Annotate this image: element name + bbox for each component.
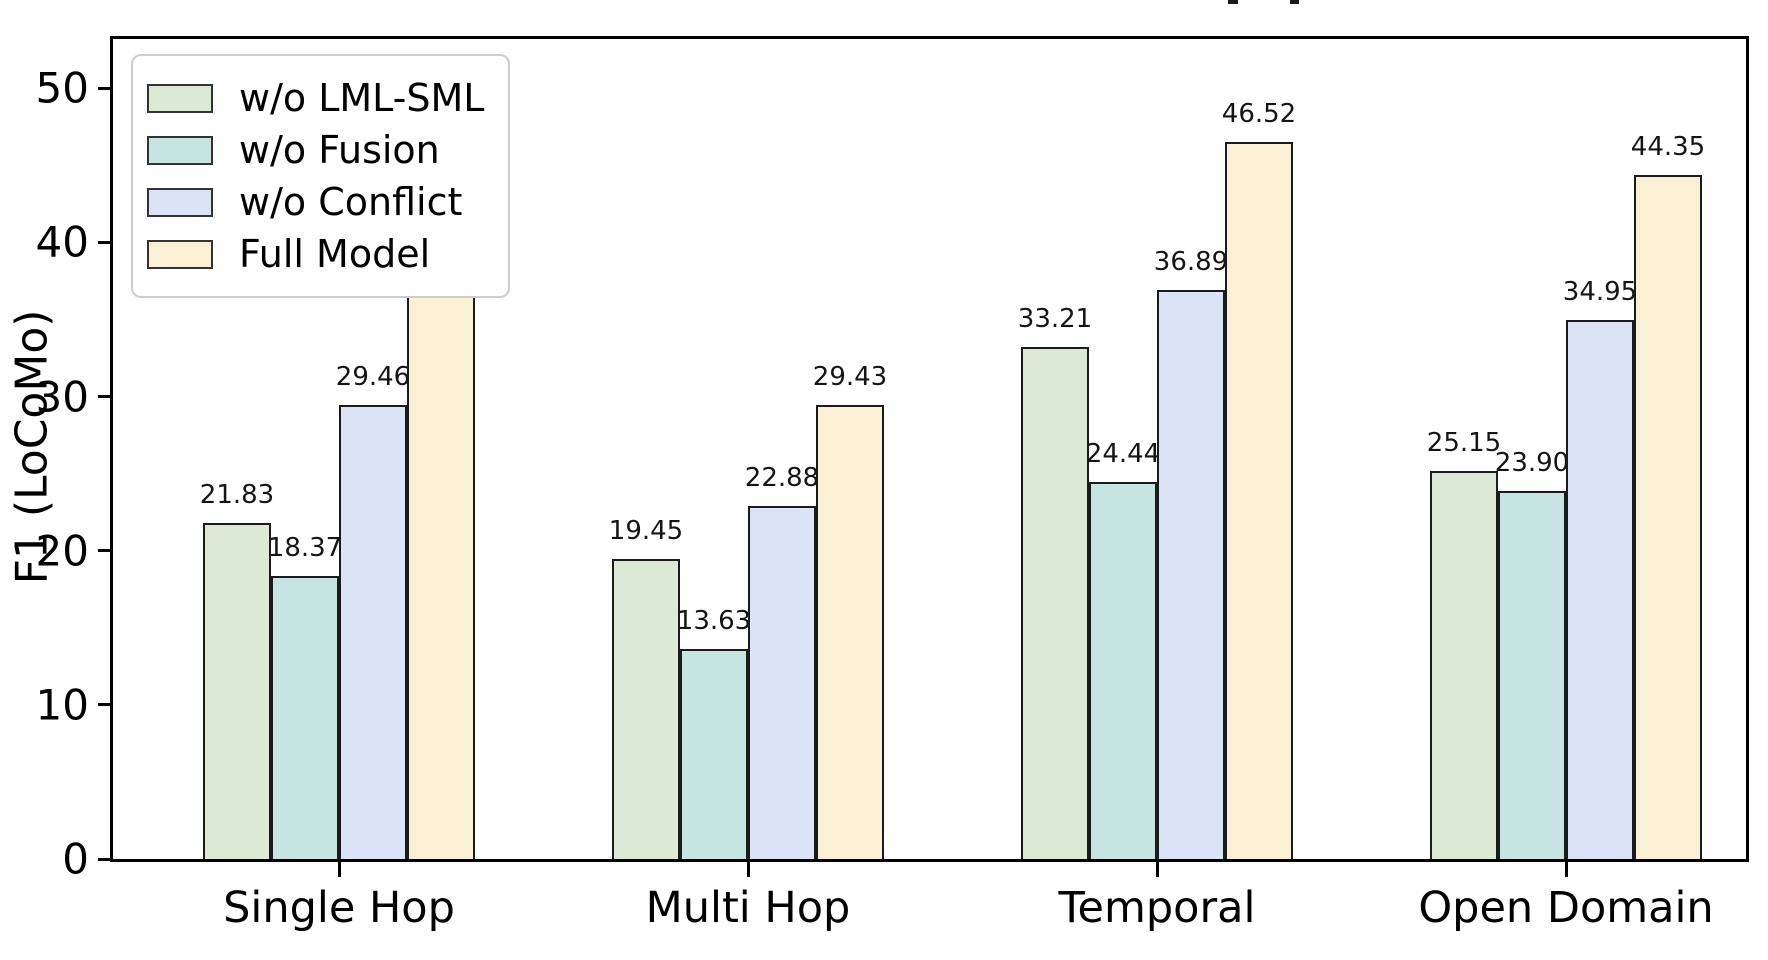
legend-swatch (147, 83, 213, 113)
y-tick-label: 40 (35, 217, 89, 267)
legend-swatch (147, 239, 213, 269)
bar-value-label: 36.89 (1153, 247, 1229, 278)
bar-value-label: 21.83 (199, 479, 275, 510)
bar (680, 648, 748, 859)
y-axis-tick (98, 703, 110, 707)
bar-value-label: 23.90 (1494, 447, 1570, 478)
bar-value-label: 22.88 (744, 463, 820, 494)
y-tick-label: 20 (35, 526, 89, 576)
legend: w/o LML-SML w/o Fusion w/o Conflict Full Mo… (131, 54, 511, 298)
y-tick-label: 10 (35, 680, 89, 730)
bar (271, 575, 339, 859)
bar-value-label: 29.46 (335, 361, 411, 392)
y-axis-tick (98, 549, 110, 553)
y-axis-tick (98, 395, 110, 399)
bar (1157, 290, 1225, 859)
bar-value-label: 46.52 (1221, 98, 1297, 129)
legend-swatch (147, 135, 213, 165)
clipped-title-text-fragment (1290, 0, 1299, 4)
x-axis-tick (1155, 862, 1159, 877)
clipped-title-text-fragment (1228, 0, 1238, 4)
bar (1498, 490, 1566, 859)
bar-value-label: 19.45 (608, 516, 684, 547)
legend-swatch (147, 187, 213, 217)
x-tick-label: Temporal (1058, 883, 1256, 933)
legend-label: Full Model (239, 232, 431, 276)
y-axis-tick (98, 240, 110, 244)
bar (612, 559, 680, 859)
bar (816, 405, 884, 859)
bar-value-label: 44.35 (1630, 132, 1706, 163)
bar-value-label: 34.95 (1562, 277, 1638, 308)
y-tick-label: 50 (35, 63, 89, 113)
bar (1430, 471, 1498, 859)
x-axis-tick (337, 862, 341, 877)
legend-item: w/o Fusion (147, 128, 484, 172)
x-axis-tick (1564, 862, 1568, 877)
bar (1089, 482, 1157, 859)
bar-value-label: 18.37 (267, 532, 343, 563)
legend-label: w/o Fusion (239, 128, 440, 172)
bar (1634, 175, 1702, 859)
legend-item: Full Model (147, 232, 484, 276)
bar-value-label: 24.44 (1085, 439, 1161, 470)
y-tick-label: 0 (62, 834, 89, 884)
bar-value-label: 29.43 (812, 362, 888, 393)
bar (1021, 347, 1089, 859)
x-tick-label: Single Hop (223, 883, 455, 933)
legend-label: w/o LML-SML (239, 76, 485, 120)
y-tick-label: 30 (35, 372, 89, 422)
plot-area: w/o LML-SML w/o Fusion w/o Conflict Full Mo… (36, 36, 1749, 933)
bar (748, 506, 816, 859)
x-tick-label: Open Domain (1418, 883, 1714, 933)
y-axis-tick (98, 857, 110, 861)
bar (407, 279, 475, 859)
legend-label: w/o Conflict (239, 180, 463, 224)
bar-value-label: 33.21 (1017, 304, 1093, 335)
legend-item: w/o LML-SML (147, 76, 484, 120)
bar-value-label: 13.63 (676, 605, 752, 636)
bar (203, 522, 271, 859)
bar (1225, 141, 1293, 859)
bar (339, 404, 407, 859)
bar (1566, 320, 1634, 859)
x-axis-tick (746, 862, 750, 877)
legend-item: w/o Conflict (147, 180, 484, 224)
x-tick-label: Multi Hop (645, 883, 851, 933)
bar-value-label: 25.15 (1426, 428, 1502, 459)
y-axis-tick (98, 86, 110, 90)
